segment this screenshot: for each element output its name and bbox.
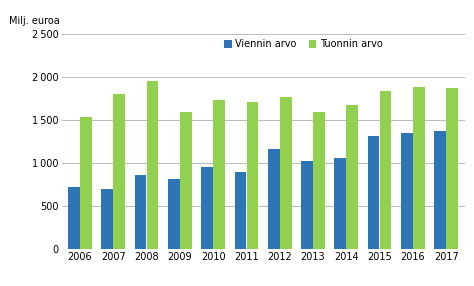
Bar: [380, 91, 392, 249]
Bar: [235, 172, 246, 249]
Bar: [146, 81, 158, 249]
Bar: [434, 131, 446, 249]
Bar: [346, 105, 358, 249]
Bar: [201, 167, 213, 249]
Bar: [268, 149, 280, 249]
Bar: [401, 133, 413, 249]
Bar: [101, 189, 113, 249]
Bar: [168, 179, 180, 249]
Bar: [246, 102, 258, 249]
Bar: [313, 112, 325, 249]
Bar: [113, 94, 125, 249]
Bar: [413, 87, 425, 249]
Bar: [301, 161, 313, 249]
Bar: [335, 158, 346, 249]
Bar: [80, 117, 92, 249]
Bar: [280, 97, 292, 249]
Bar: [180, 112, 191, 249]
Bar: [447, 88, 458, 249]
Bar: [68, 187, 80, 249]
Text: Milj. euroa: Milj. euroa: [9, 16, 60, 26]
Bar: [213, 100, 225, 249]
Bar: [368, 136, 380, 249]
Legend: Viennin arvo, Tuonnin arvo: Viennin arvo, Tuonnin arvo: [224, 39, 383, 49]
Bar: [135, 175, 146, 249]
